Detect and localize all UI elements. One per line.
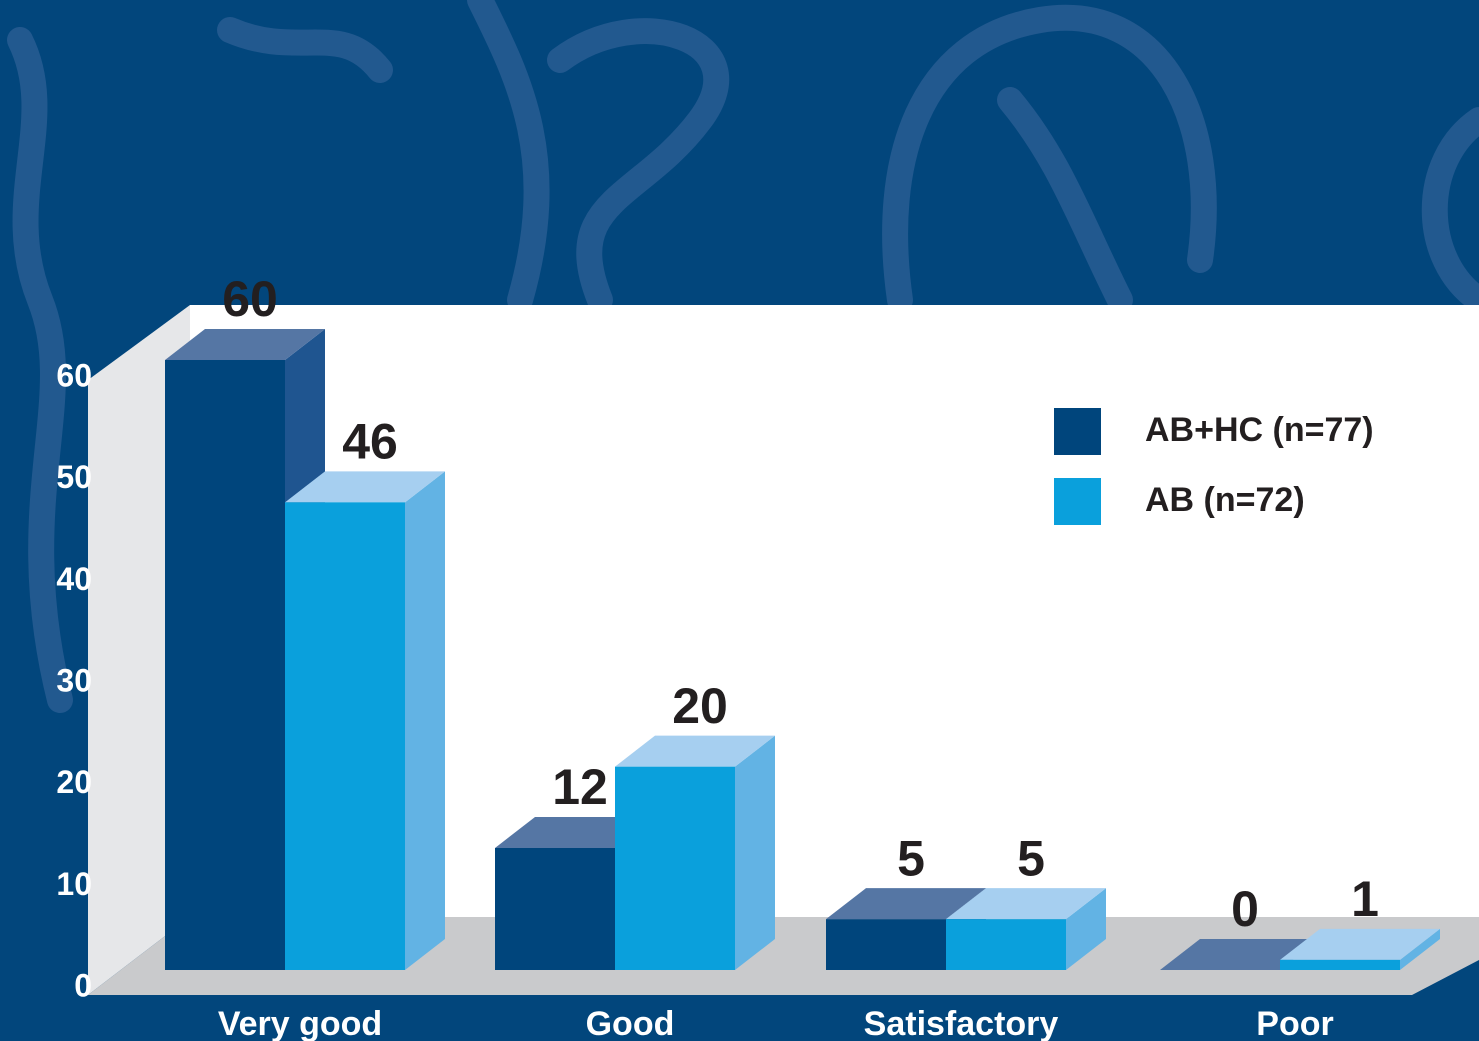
bar-top: [615, 735, 775, 767]
swirl: [467, 0, 550, 313]
swirl: [547, 18, 730, 313]
y-tick-label: 0: [74, 967, 92, 1003]
y-tick-label: 10: [56, 866, 92, 902]
bar: [615, 766, 735, 970]
legend-label: AB+HC (n=77): [1145, 411, 1374, 449]
bar-top: [946, 888, 1106, 920]
value-label: 60: [222, 271, 278, 327]
y-tick-label: 20: [56, 764, 92, 800]
value-label: 1: [1351, 871, 1379, 927]
x-tick-label: Satisfactory: [864, 1005, 1059, 1041]
swirl: [997, 87, 1133, 313]
bar-top: [826, 888, 986, 920]
value-label: 5: [897, 830, 925, 886]
y-tick-label: 50: [56, 459, 92, 495]
x-tick-label: Poor: [1256, 1005, 1333, 1041]
x-tick-label: Very good: [218, 1005, 382, 1041]
bar: [1280, 959, 1400, 970]
y-tick-label: 30: [56, 662, 92, 698]
y-tick-label: 60: [56, 357, 92, 393]
bar: [946, 919, 1066, 970]
bar-side: [735, 735, 775, 970]
swirl: [217, 17, 393, 83]
bar: [826, 919, 946, 970]
bar-top: [165, 329, 325, 360]
swirl: [7, 27, 73, 713]
value-label: 5: [1017, 830, 1045, 886]
bar-side: [1066, 888, 1106, 970]
y-tick-label: 40: [56, 561, 92, 597]
value-label: 46: [342, 414, 398, 470]
bar: [165, 360, 285, 970]
bar: [495, 848, 615, 970]
bar: [285, 502, 405, 970]
bar-top: [1280, 928, 1440, 960]
background-decoration: [7, 0, 1479, 713]
legend-swatch: [1054, 478, 1101, 525]
side-wall: [88, 305, 190, 995]
x-tick-label: Good: [586, 1005, 675, 1041]
value-label: 0: [1231, 881, 1259, 937]
value-label: 12: [552, 759, 608, 815]
legend-swatch: [1054, 408, 1101, 455]
bar-side: [1400, 928, 1440, 970]
swirl: [882, 5, 1217, 313]
swirl: [1421, 107, 1479, 313]
bar-top: [285, 471, 445, 503]
bar-side: [405, 471, 445, 970]
value-label: 20: [672, 678, 728, 734]
legend-label: AB (n=72): [1145, 481, 1305, 519]
